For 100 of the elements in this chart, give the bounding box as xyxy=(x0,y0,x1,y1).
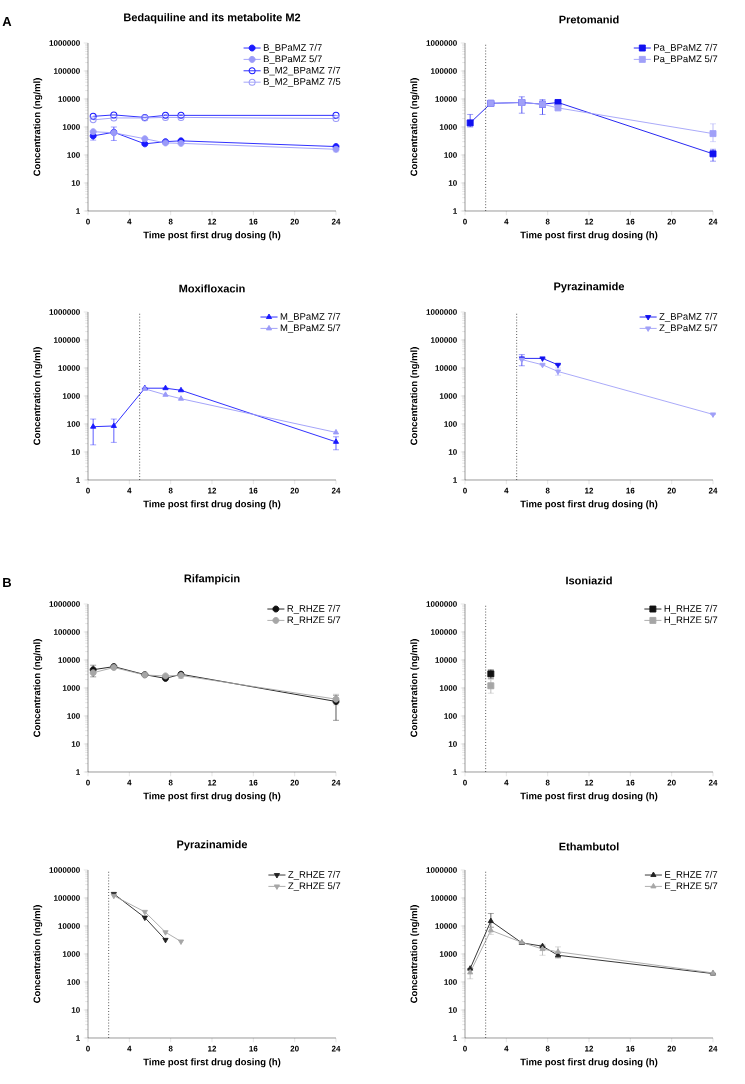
legend-label: Z_RHZE 5/7 xyxy=(288,882,341,891)
x-tick-label: 8 xyxy=(545,487,550,494)
y-tick-label: 1000 xyxy=(439,951,457,957)
y-axis-title: Concentration (ng/ml) xyxy=(33,639,43,737)
y-tick-label: 1000000 xyxy=(426,309,457,315)
x-tick-label: 8 xyxy=(168,779,173,786)
x-tick-label: 16 xyxy=(626,487,635,494)
x-tick-label: 4 xyxy=(127,779,132,786)
y-tick-label: 10000 xyxy=(435,365,457,371)
text: B xyxy=(3,578,12,588)
y-axis-title: Concentration (ng/ml) xyxy=(33,905,43,1003)
x-tick-label: 12 xyxy=(208,1045,217,1052)
y-tick-label: 1000000 xyxy=(49,601,80,607)
y-tick-label: 1 xyxy=(76,208,80,214)
x-tick-label: 8 xyxy=(545,218,550,225)
x-tick-label: 12 xyxy=(585,779,594,786)
x-tick-label: 0 xyxy=(86,218,90,225)
legend-label: M_BPaMZ 5/7 xyxy=(280,324,341,333)
y-tick-label: 100 xyxy=(67,421,80,427)
x-tick-label: 12 xyxy=(208,779,217,786)
x-tick-label: 8 xyxy=(168,218,173,225)
x-axis-title: Time post first drug dosing (h) xyxy=(520,500,658,510)
y-tick-label: 10000 xyxy=(58,923,80,929)
y-tick-label: 10 xyxy=(448,180,457,186)
x-tick-label: 4 xyxy=(127,218,132,225)
y-tick-label: 100 xyxy=(67,979,80,985)
y-tick-label: 1 xyxy=(453,769,457,775)
legend-label: H_RHZE 7/7 xyxy=(664,604,718,614)
legend-label: B_BPaMZ 5/7 xyxy=(263,55,322,64)
chart-title: Isoniazid xyxy=(566,576,612,585)
legend-label: H_RHZE 5/7 xyxy=(664,616,718,625)
x-tick-label: 4 xyxy=(504,218,509,225)
y-tick-label: 1000 xyxy=(62,124,80,130)
x-tick-label: 12 xyxy=(585,218,594,225)
x-tick-label: 0 xyxy=(463,218,467,225)
y-tick-label: 10 xyxy=(448,1007,457,1013)
y-tick-label: 100 xyxy=(444,152,457,158)
x-tick-label: 20 xyxy=(290,218,299,225)
y-tick-label: 10 xyxy=(71,449,80,455)
x-tick-label: 8 xyxy=(168,1045,173,1052)
y-tick-label: 10000 xyxy=(58,365,80,371)
x-tick-label: 0 xyxy=(86,1045,90,1052)
x-tick-label: 16 xyxy=(249,487,258,494)
y-axis-title: Concentration (ng/ml) xyxy=(33,78,43,176)
y-tick-label: 1000 xyxy=(439,393,457,399)
y-tick-label: 10000 xyxy=(435,657,457,663)
legend-label: B_M2_BPaMZ 7/5 xyxy=(263,77,341,87)
y-axis-title: Concentration (ng/ml) xyxy=(410,639,420,737)
x-tick-label: 24 xyxy=(331,218,341,225)
y-tick-label: 1000 xyxy=(62,393,80,399)
y-tick-label: 1000000 xyxy=(49,40,80,46)
y-tick-label: 1000000 xyxy=(426,601,457,607)
y-tick-label: 10000 xyxy=(58,96,80,102)
y-tick-label: 1000000 xyxy=(49,867,80,873)
x-tick-label: 0 xyxy=(86,487,90,494)
legend-label: E_RHZE 5/7 xyxy=(665,882,718,891)
y-tick-label: 1 xyxy=(453,208,457,214)
x-tick-label: 24 xyxy=(708,779,718,786)
y-axis-title: Concentration (ng/ml) xyxy=(410,905,420,1003)
x-tick-label: 16 xyxy=(626,218,635,225)
y-tick-label: 1000 xyxy=(62,685,80,691)
y-tick-label: 1000 xyxy=(439,124,457,130)
x-tick-label: 24 xyxy=(708,218,718,225)
y-tick-label: 1 xyxy=(76,1035,80,1041)
y-tick-label: 100 xyxy=(444,979,457,985)
y-axis-title: Concentration (ng/ml) xyxy=(33,347,43,445)
x-tick-label: 16 xyxy=(626,1045,635,1052)
x-tick-label: 0 xyxy=(86,779,90,786)
y-tick-label: 10000 xyxy=(435,923,457,929)
y-tick-label: 1 xyxy=(453,477,457,483)
legend-label: Z_BPaMZ 5/7 xyxy=(659,324,718,333)
x-tick-label: 8 xyxy=(545,1045,550,1052)
x-tick-label: 8 xyxy=(545,779,550,786)
y-tick-label: 1000 xyxy=(439,685,457,691)
legend-label: M_BPaMZ 7/7 xyxy=(280,312,341,322)
chart-title: Bedaquiline and its metabolite M2 xyxy=(124,13,301,24)
x-tick-label: 4 xyxy=(127,487,132,494)
legend-label: Z_RHZE 7/7 xyxy=(288,870,341,880)
y-tick-label: 100 xyxy=(67,713,80,719)
y-tick-label: 1 xyxy=(76,769,80,775)
y-tick-label: 100000 xyxy=(54,895,80,901)
x-tick-label: 16 xyxy=(626,779,635,786)
y-tick-label: 100 xyxy=(444,421,457,427)
y-tick-label: 100 xyxy=(444,713,457,719)
x-tick-label: 8 xyxy=(168,487,173,494)
y-axis-title: Concentration (ng/ml) xyxy=(410,78,420,176)
x-tick-label: 0 xyxy=(463,487,467,494)
legend-label: R_RHZE 7/7 xyxy=(287,604,341,614)
x-tick-label: 0 xyxy=(463,1045,467,1052)
x-tick-label: 20 xyxy=(667,487,676,494)
y-tick-label: 10 xyxy=(71,741,80,747)
y-tick-label: 10 xyxy=(71,1007,80,1013)
y-tick-label: 10 xyxy=(71,180,80,186)
y-tick-label: 100000 xyxy=(54,337,80,343)
legend-label: Pa_BPaMZ 7/7 xyxy=(654,43,718,53)
y-tick-label: 1 xyxy=(76,477,80,483)
y-tick-label: 100000 xyxy=(431,68,457,74)
x-tick-label: 12 xyxy=(208,218,217,225)
x-tick-label: 24 xyxy=(331,487,341,494)
y-tick-label: 100000 xyxy=(54,68,80,74)
